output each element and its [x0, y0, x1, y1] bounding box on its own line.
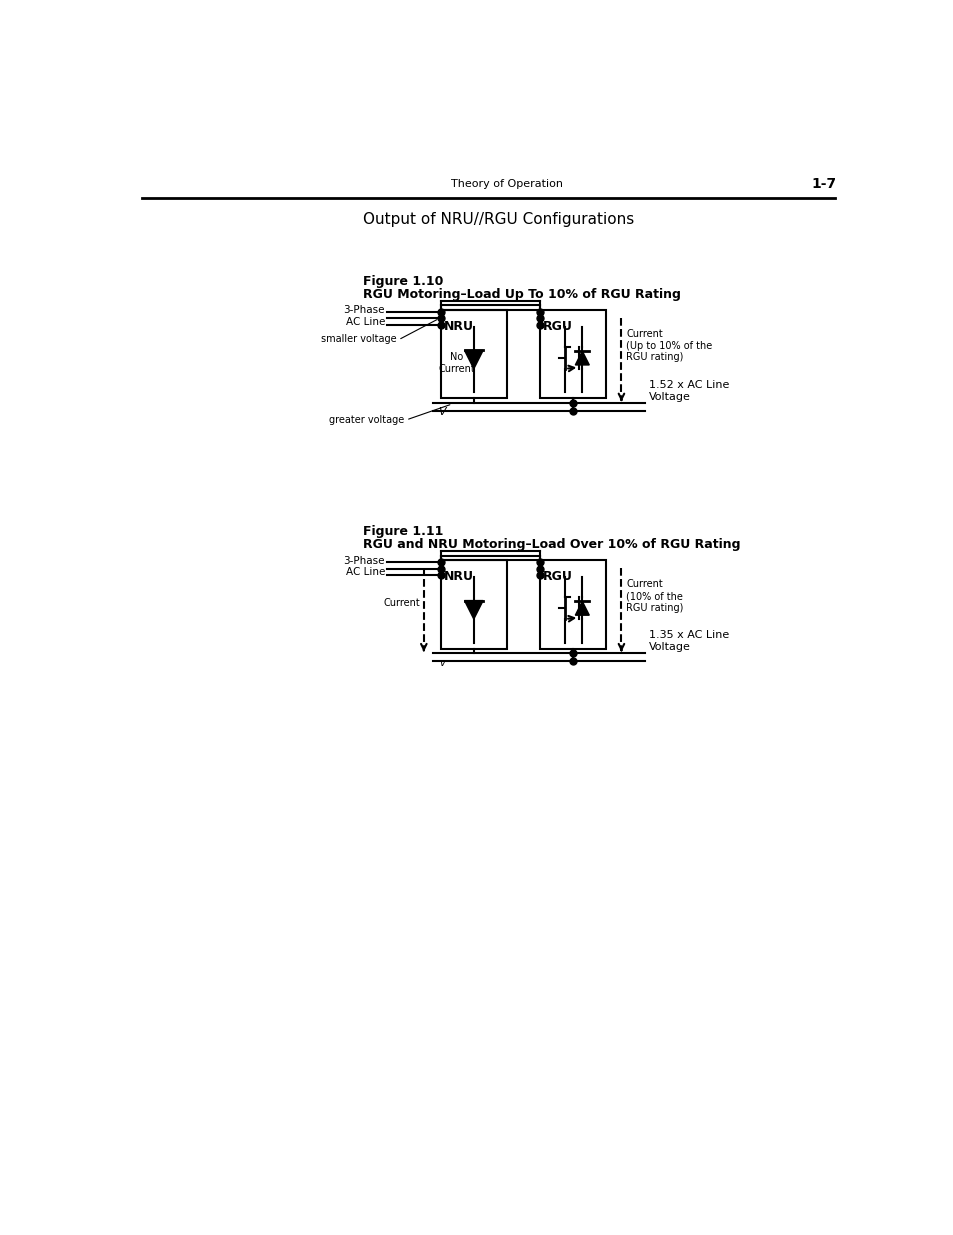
Bar	[539, 561, 605, 648]
Text: Current: Current	[383, 598, 420, 608]
Text: 1.52 x AC Line
Voltage: 1.52 x AC Line Voltage	[648, 380, 728, 401]
Text: greater voltage: greater voltage	[329, 415, 404, 425]
Text: 1.35 x AC Line
Voltage: 1.35 x AC Line Voltage	[648, 630, 728, 652]
Text: RGU: RGU	[542, 320, 573, 333]
Bar	[440, 561, 506, 648]
Text: No
Current: No Current	[438, 352, 475, 374]
Text: Theory of Operation: Theory of Operation	[450, 179, 562, 189]
Polygon shape	[464, 351, 482, 369]
Text: Output of NRU//RGU Configurations: Output of NRU//RGU Configurations	[363, 211, 634, 226]
Text: RGU and NRU Motoring–Load Over 10% of RGU Rating: RGU and NRU Motoring–Load Over 10% of RG…	[363, 537, 740, 551]
Polygon shape	[575, 601, 589, 615]
Text: Current
(Up to 10% of the
RGU rating): Current (Up to 10% of the RGU rating)	[625, 330, 712, 362]
Text: v: v	[439, 657, 445, 668]
Text: NRU: NRU	[443, 320, 474, 333]
Text: Figure 1.11: Figure 1.11	[363, 526, 443, 538]
Text: smaller voltage: smaller voltage	[321, 335, 396, 345]
Text: 3-Phase
AC Line: 3-Phase AC Line	[343, 305, 385, 327]
Text: Current
(10% of the
RGU rating): Current (10% of the RGU rating)	[625, 579, 682, 613]
Text: 3-Phase
AC Line: 3-Phase AC Line	[343, 556, 385, 577]
Bar	[539, 310, 605, 399]
Bar	[440, 310, 506, 399]
Text: Figure 1.10: Figure 1.10	[363, 275, 443, 288]
Polygon shape	[575, 351, 589, 366]
Polygon shape	[464, 600, 482, 619]
Text: RGU Motoring–Load Up To 10% of RGU Rating: RGU Motoring–Load Up To 10% of RGU Ratin…	[363, 288, 680, 300]
Text: V: V	[438, 408, 446, 417]
Text: 1-7: 1-7	[811, 178, 836, 191]
Text: NRU: NRU	[443, 571, 474, 583]
Text: RGU: RGU	[542, 571, 573, 583]
